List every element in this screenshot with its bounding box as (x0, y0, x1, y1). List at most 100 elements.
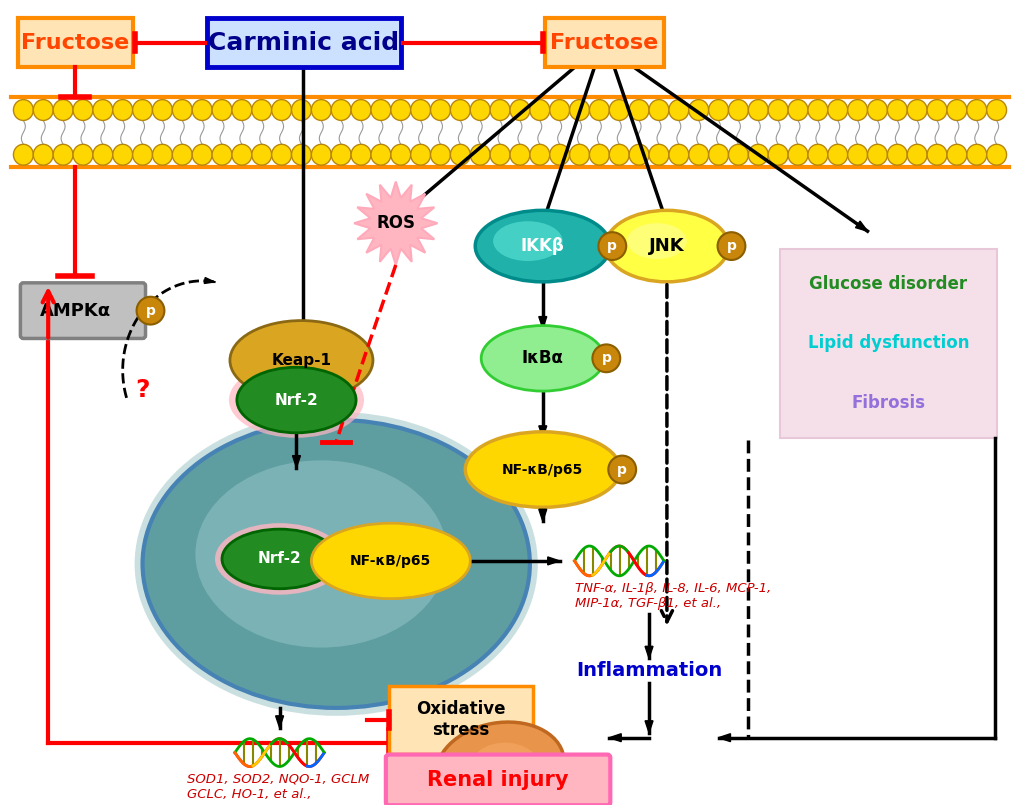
Ellipse shape (252, 99, 271, 120)
Ellipse shape (604, 210, 728, 282)
Text: MIP-1α, TGF-β1, et al.,: MIP-1α, TGF-β1, et al., (574, 597, 720, 610)
Ellipse shape (13, 99, 34, 120)
Ellipse shape (390, 145, 411, 165)
Ellipse shape (607, 456, 636, 483)
Ellipse shape (450, 99, 470, 120)
Ellipse shape (470, 99, 490, 120)
Ellipse shape (608, 99, 629, 120)
Ellipse shape (311, 99, 331, 120)
Ellipse shape (331, 145, 351, 165)
Text: Glucose disorder: Glucose disorder (808, 275, 966, 292)
FancyBboxPatch shape (544, 18, 663, 67)
Ellipse shape (411, 145, 430, 165)
Polygon shape (457, 746, 465, 758)
Ellipse shape (748, 145, 767, 165)
Ellipse shape (34, 145, 53, 165)
FancyBboxPatch shape (388, 686, 532, 754)
Ellipse shape (906, 99, 926, 120)
Ellipse shape (946, 145, 966, 165)
Ellipse shape (788, 99, 807, 120)
Text: TNF-α, IL-1β, IL-8, IL-6, MCP-1,: TNF-α, IL-1β, IL-8, IL-6, MCP-1, (574, 583, 770, 595)
Text: p: p (606, 239, 616, 253)
Ellipse shape (196, 461, 446, 647)
Ellipse shape (137, 297, 164, 325)
Text: IKKβ: IKKβ (521, 237, 565, 255)
Text: Carminic acid: Carminic acid (208, 31, 399, 54)
Ellipse shape (34, 99, 53, 120)
FancyBboxPatch shape (20, 283, 146, 339)
Ellipse shape (390, 99, 411, 120)
Text: IκBα: IκBα (522, 349, 564, 368)
Ellipse shape (291, 145, 311, 165)
Ellipse shape (411, 99, 430, 120)
Ellipse shape (627, 223, 686, 259)
Polygon shape (275, 716, 283, 728)
Text: Keap-1: Keap-1 (271, 353, 331, 368)
Ellipse shape (492, 221, 562, 261)
Ellipse shape (668, 99, 688, 120)
Ellipse shape (510, 145, 529, 165)
Ellipse shape (589, 99, 608, 120)
Ellipse shape (592, 344, 620, 372)
Ellipse shape (132, 145, 152, 165)
Polygon shape (395, 208, 407, 219)
Ellipse shape (152, 145, 172, 165)
Ellipse shape (716, 232, 745, 260)
Ellipse shape (867, 145, 887, 165)
Ellipse shape (598, 232, 626, 260)
Ellipse shape (688, 99, 708, 120)
Ellipse shape (271, 145, 291, 165)
Polygon shape (538, 426, 546, 438)
Ellipse shape (435, 722, 564, 808)
FancyBboxPatch shape (207, 18, 400, 67)
Ellipse shape (966, 145, 985, 165)
Ellipse shape (231, 145, 252, 165)
FancyBboxPatch shape (385, 755, 609, 806)
FancyBboxPatch shape (18, 18, 132, 67)
Text: NF-κB/p65: NF-κB/p65 (350, 554, 431, 568)
Ellipse shape (371, 99, 390, 120)
Ellipse shape (867, 99, 887, 120)
Ellipse shape (465, 431, 620, 507)
Ellipse shape (113, 145, 132, 165)
Ellipse shape (228, 362, 364, 438)
Polygon shape (292, 456, 301, 468)
Ellipse shape (73, 145, 93, 165)
Text: NF-κB/p65: NF-κB/p65 (501, 462, 583, 477)
Ellipse shape (172, 145, 192, 165)
Polygon shape (644, 646, 652, 659)
Text: Lipid dysfunction: Lipid dysfunction (807, 335, 968, 352)
Text: JNK: JNK (648, 237, 684, 255)
Polygon shape (658, 211, 666, 223)
Ellipse shape (887, 145, 906, 165)
Text: Fibrosis: Fibrosis (851, 394, 924, 412)
Ellipse shape (430, 145, 450, 165)
Text: p: p (616, 462, 627, 477)
Ellipse shape (215, 523, 343, 595)
Ellipse shape (192, 99, 212, 120)
Text: Fructose: Fructose (549, 32, 658, 53)
Text: SOD1, SOD2, NQO-1, GCLM: SOD1, SOD2, NQO-1, GCLM (187, 773, 369, 786)
Ellipse shape (827, 99, 847, 120)
Ellipse shape (926, 99, 946, 120)
Ellipse shape (53, 99, 73, 120)
Text: Fructose: Fructose (21, 32, 129, 53)
Ellipse shape (688, 145, 708, 165)
Ellipse shape (113, 99, 132, 120)
Ellipse shape (490, 145, 510, 165)
Ellipse shape (311, 145, 331, 165)
Ellipse shape (450, 145, 470, 165)
Polygon shape (855, 221, 867, 231)
Ellipse shape (236, 368, 356, 433)
Ellipse shape (231, 99, 252, 120)
Polygon shape (717, 734, 730, 742)
Ellipse shape (608, 145, 629, 165)
Ellipse shape (143, 420, 529, 708)
Ellipse shape (629, 99, 648, 120)
Ellipse shape (351, 99, 371, 120)
Polygon shape (608, 734, 621, 742)
Ellipse shape (728, 145, 748, 165)
Ellipse shape (966, 99, 985, 120)
Ellipse shape (985, 99, 1006, 120)
Ellipse shape (510, 99, 529, 120)
